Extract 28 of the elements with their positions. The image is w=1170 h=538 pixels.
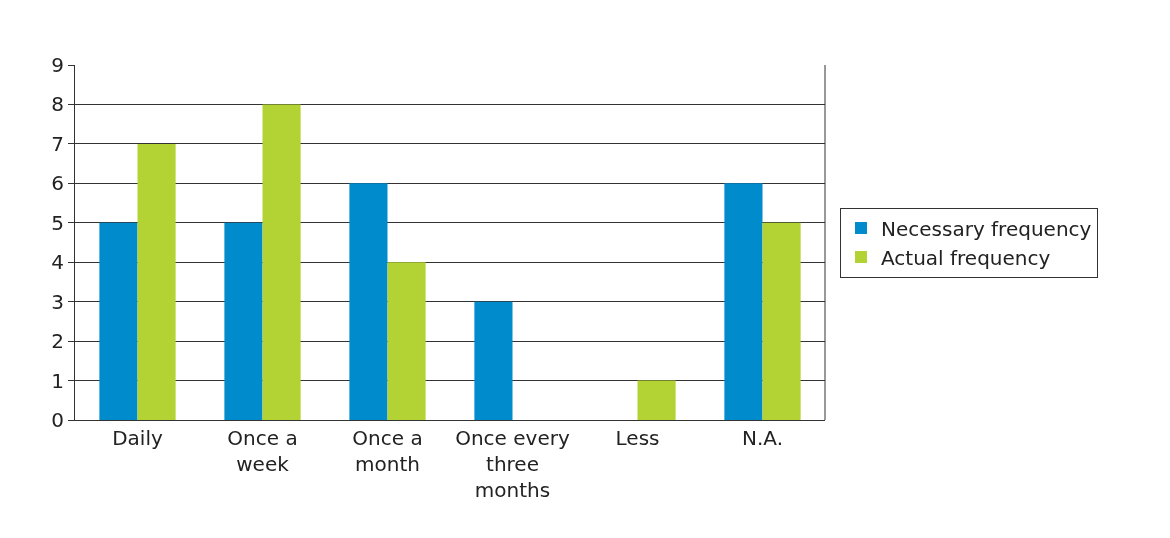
x-tick-label: Less	[615, 426, 660, 450]
y-tick-label: 1	[51, 368, 64, 393]
x-tick-label: Once every three months	[455, 426, 570, 502]
y-tick-label: 2	[51, 329, 64, 354]
y-tick-label: 9	[51, 53, 64, 77]
y-tick-label: 0	[51, 408, 64, 432]
bar	[224, 222, 263, 420]
y-tick-label: 6	[51, 171, 64, 196]
y-tick-label: 7	[51, 131, 64, 156]
x-tick-label: Once a month	[352, 426, 423, 476]
bar	[99, 222, 138, 420]
y-tick-label: 4	[51, 250, 64, 275]
y-tick-label: 8	[51, 92, 64, 117]
bar	[637, 380, 676, 420]
legend-label: Necessary frequency	[881, 216, 1092, 241]
bar	[349, 183, 388, 420]
y-tick-label: 5	[51, 210, 64, 235]
bar	[474, 301, 513, 420]
bar	[137, 143, 176, 420]
y-tick-label: 3	[51, 289, 64, 314]
legend-label: Actual frequency	[881, 245, 1051, 270]
x-tick-label: Once a week	[227, 426, 298, 476]
x-tick-label: N.A.	[741, 426, 784, 450]
bar	[724, 183, 763, 420]
bar	[762, 222, 801, 420]
bar	[387, 262, 426, 420]
x-tick-label: Daily	[112, 426, 163, 450]
bar	[262, 104, 301, 420]
